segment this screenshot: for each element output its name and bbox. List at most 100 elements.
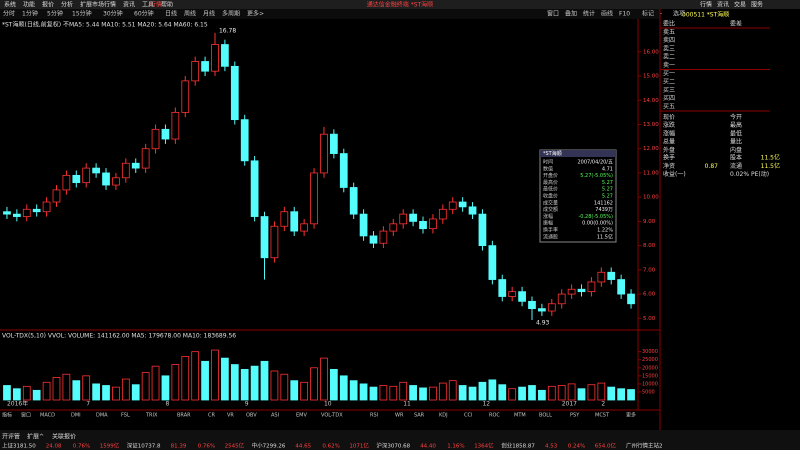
period-tab[interactable]: 周线 — [184, 10, 196, 18]
indicator-tab[interactable]: VR — [227, 413, 234, 419]
indicator-tab[interactable]: 指标 — [2, 412, 12, 419]
popup-label: 最低价 — [543, 186, 558, 193]
volume-bar — [518, 386, 526, 401]
menu-item[interactable]: 工具 — [142, 2, 154, 9]
period-tab[interactable]: 日线 — [165, 10, 177, 18]
period-tab[interactable]: 15分钟 — [72, 10, 92, 18]
menu-item[interactable]: 系统 — [4, 1, 16, 9]
indicator-tab[interactable]: CCI — [464, 413, 472, 419]
candle-body — [389, 223, 398, 232]
tool-button[interactable]: 画线 — [601, 10, 613, 18]
candle-body — [438, 208, 447, 220]
y-tick-label: 9.00 — [643, 219, 656, 225]
volume-bar — [201, 360, 209, 401]
quote-field: 净资 — [663, 162, 675, 170]
tool-button[interactable]: 选项 — [673, 10, 685, 18]
indicator-tab[interactable]: 窗口 — [21, 412, 31, 419]
tool-button[interactable]: 叠加 — [565, 10, 577, 18]
volume-bar — [617, 388, 626, 401]
indicator-tab[interactable]: EMV — [296, 413, 307, 419]
top-tab[interactable]: 服务 — [751, 1, 763, 9]
volume-bar — [349, 380, 358, 401]
indicator-tab[interactable]: MTM — [514, 413, 526, 419]
volume-bar — [448, 380, 457, 401]
quote-label: 卖一 — [663, 62, 675, 69]
bottom-tab[interactable]: 扩展^ — [27, 433, 44, 441]
indicator-tab[interactable]: DMI — [71, 413, 81, 419]
status-item: 44.40 — [420, 444, 436, 450]
volume-tick-label: 10000 — [642, 381, 658, 387]
period-tab[interactable]: 1分钟 — [22, 10, 38, 18]
tool-button[interactable]: 窗口 — [547, 10, 559, 18]
candle-body — [339, 153, 348, 188]
y-tick-label: 7.00 — [643, 267, 656, 273]
period-tab[interactable]: 30分钟 — [103, 10, 123, 18]
volume-bar — [151, 365, 160, 401]
candle-body — [250, 160, 259, 217]
menu-item[interactable]: 扩展市场行情 — [80, 1, 116, 9]
bottom-tab[interactable]: 开评管 — [2, 433, 20, 441]
indicator-tab[interactable]: RSI — [370, 413, 378, 419]
popup-label: 收盘价 — [543, 193, 558, 200]
indicator-tab[interactable]: CR — [208, 413, 215, 419]
x-tick-label: 12 — [482, 401, 490, 408]
period-tab[interactable]: 月线 — [203, 10, 215, 18]
menu-item-active[interactable]: 行情 — [150, 1, 162, 9]
quote-label: 买二 — [663, 78, 675, 86]
period-tab[interactable]: 5分钟 — [47, 10, 63, 18]
indicator-tab[interactable]: ASI — [271, 413, 279, 419]
indicator-tab[interactable]: PSY — [570, 413, 580, 419]
menu-item[interactable]: 报价 — [42, 1, 54, 9]
volume-bar — [508, 388, 517, 401]
volume-bar — [429, 386, 437, 401]
indicator-tab[interactable]: ROC — [489, 413, 500, 419]
indicator-tab[interactable]: MCST — [595, 413, 610, 419]
menu-item[interactable]: 功能 — [23, 1, 35, 9]
indicator-tab[interactable]: SAR — [414, 413, 425, 419]
period-tab[interactable]: 分时 — [3, 10, 15, 18]
candle-body — [300, 223, 309, 232]
period-tab[interactable]: 60分钟 — [134, 10, 154, 18]
indicator-tab[interactable]: OBV — [246, 413, 257, 419]
indicator-tab[interactable]: DMA — [96, 413, 108, 419]
indicator-tab[interactable]: WR — [395, 413, 404, 419]
volume-bar — [22, 385, 31, 401]
candle-body — [448, 201, 457, 210]
bottom-tab[interactable]: 关联报价 — [52, 433, 76, 441]
volume-bar — [567, 383, 576, 401]
indicator-tab[interactable]: FSL — [121, 413, 130, 419]
toolbar — [0, 9, 660, 19]
volume-bar — [379, 385, 388, 401]
candle-body — [92, 167, 100, 174]
indicator-tab[interactable]: 更多 — [626, 412, 636, 419]
indicator-tab[interactable]: VOL-TDX — [321, 413, 343, 419]
tool-button[interactable]: - — [660, 11, 662, 18]
quote-label: 卖三 — [663, 45, 675, 52]
indicator-tab[interactable]: TRIX — [145, 413, 158, 419]
quote-label: 委差 — [730, 20, 742, 28]
status-item: 中小7299.26 — [252, 442, 286, 450]
top-tab[interactable]: 交易 — [734, 1, 746, 9]
candle-body — [270, 225, 279, 259]
tool-button[interactable]: F10 — [619, 11, 630, 18]
period-tab[interactable]: 多周期 — [222, 10, 240, 18]
volume-bar — [547, 385, 556, 401]
menu-item[interactable]: 资讯 — [123, 1, 135, 9]
candle-body — [458, 201, 467, 208]
indicator-tab[interactable]: KDJ — [439, 413, 448, 419]
period-tab[interactable]: 更多> — [247, 10, 264, 18]
menu-item[interactable]: 分析 — [61, 1, 73, 9]
tool-button[interactable]: 标记 — [642, 10, 654, 18]
candle-body — [52, 189, 61, 203]
popup-label: 最高价 — [543, 179, 558, 186]
indicator-tab[interactable]: BOLL — [539, 413, 552, 419]
candle-body — [171, 111, 180, 140]
top-tab[interactable]: 行情 — [700, 1, 712, 9]
top-tab[interactable]: 资讯 — [717, 1, 729, 9]
menu-item[interactable]: 帮助 — [161, 1, 173, 9]
indicator-tab[interactable]: MACD — [40, 413, 55, 419]
indicator-tab[interactable]: BRAR — [177, 413, 191, 419]
candle-body — [161, 128, 170, 140]
tool-button[interactable]: 统计 — [583, 10, 595, 18]
candle-body — [508, 291, 517, 297]
